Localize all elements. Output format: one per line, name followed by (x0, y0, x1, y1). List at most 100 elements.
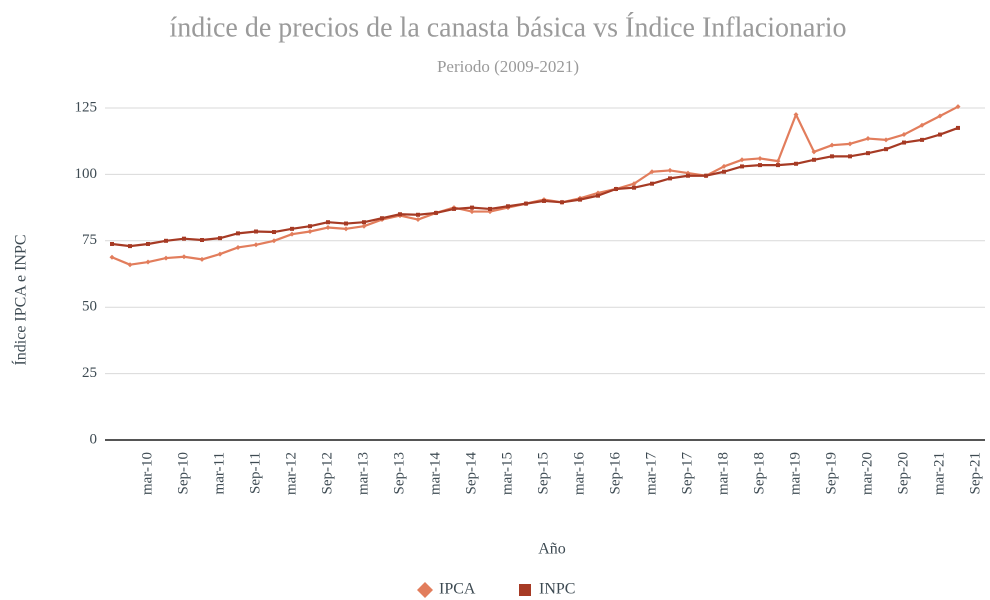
point (272, 230, 276, 235)
point (380, 216, 384, 221)
point (901, 132, 907, 138)
x-tick-label: mar-19 (787, 452, 803, 495)
x-tick-label: Sep-10 (175, 452, 191, 495)
x-axis-label: Año (538, 541, 566, 558)
point (722, 169, 726, 174)
y-tick-label: 25 (82, 365, 97, 381)
point (199, 256, 205, 262)
point (344, 221, 348, 226)
point (218, 236, 222, 241)
point (164, 238, 168, 243)
point (308, 224, 312, 229)
point (848, 154, 852, 159)
chart-title: índice de precios de la canasta básica v… (169, 12, 846, 43)
point (937, 113, 943, 119)
x-tick-label: mar-18 (715, 452, 731, 495)
legend-label: INPC (539, 581, 575, 598)
point (956, 125, 960, 130)
point (506, 204, 510, 209)
point (181, 254, 187, 260)
x-tick-label: mar-10 (139, 452, 155, 495)
x-tick-label: mar-21 (931, 452, 947, 495)
point (128, 244, 132, 249)
y-tick-label: 0 (90, 431, 98, 447)
x-tick-label: mar-13 (355, 452, 371, 495)
point (416, 212, 420, 217)
point (235, 244, 241, 250)
point (217, 251, 223, 257)
x-tick-label: mar-15 (499, 452, 515, 495)
point (110, 241, 114, 246)
y-axis-label: Índice IPCA e INPC (11, 234, 30, 365)
point (811, 149, 817, 155)
x-tick-label: Sep-19 (823, 452, 839, 495)
x-tick-label: Sep-11 (247, 452, 263, 494)
x-tick-label: Sep-12 (319, 452, 335, 495)
point (253, 242, 259, 248)
legend-label: IPCA (439, 581, 476, 598)
point (145, 259, 151, 265)
point (866, 151, 870, 156)
point (182, 236, 186, 241)
point (740, 164, 744, 169)
point (343, 226, 349, 232)
point (758, 163, 762, 168)
point (289, 231, 295, 237)
point (326, 220, 330, 225)
point (614, 187, 618, 192)
chart-subtitle: Periodo (2009-2021) (437, 57, 579, 76)
point (920, 137, 924, 142)
point (596, 193, 600, 198)
point (668, 176, 672, 181)
x-tick-label: Sep-14 (463, 452, 479, 495)
legend-marker (417, 582, 433, 598)
point (415, 217, 421, 223)
y-tick-label: 125 (75, 99, 98, 115)
point (650, 181, 654, 186)
x-tick-label: Sep-16 (607, 452, 623, 495)
x-tick-label: Sep-18 (751, 452, 767, 495)
point (649, 169, 655, 175)
x-tick-label: mar-14 (427, 452, 443, 496)
point (307, 229, 313, 235)
point (704, 173, 708, 178)
point (776, 163, 780, 168)
legend-marker (519, 584, 531, 596)
series-line (111, 126, 959, 248)
point (955, 104, 961, 110)
point (325, 225, 331, 231)
point (542, 198, 546, 203)
x-tick-label: mar-20 (859, 452, 875, 495)
x-tick-label: mar-12 (283, 452, 299, 495)
point (560, 200, 564, 205)
point (938, 132, 942, 137)
point (452, 206, 456, 211)
x-tick-label: mar-17 (643, 452, 659, 496)
point (109, 254, 115, 260)
point (757, 155, 763, 161)
point (398, 212, 402, 217)
point (127, 262, 133, 268)
point (631, 181, 637, 187)
point (578, 197, 582, 202)
point (434, 210, 438, 215)
point (524, 201, 528, 206)
point (812, 157, 816, 162)
point (362, 220, 366, 225)
point (902, 140, 906, 145)
point (361, 223, 367, 229)
x-tick-label: Sep-15 (535, 452, 551, 495)
point (667, 167, 673, 173)
y-tick-label: 75 (82, 232, 97, 248)
x-tick-label: Sep-13 (391, 452, 407, 495)
x-tick-label: mar-16 (571, 452, 587, 496)
point (847, 141, 853, 147)
point (163, 255, 169, 261)
point (290, 226, 294, 231)
point (739, 157, 745, 163)
point (470, 205, 474, 210)
y-tick-label: 50 (82, 299, 97, 315)
x-tick-label: Sep-21 (967, 452, 983, 495)
point (469, 209, 475, 215)
